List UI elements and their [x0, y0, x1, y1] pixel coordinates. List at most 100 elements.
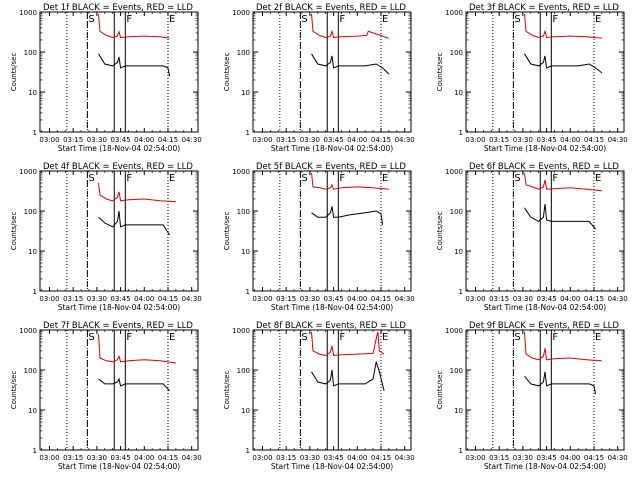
marker-e: E	[595, 14, 601, 25]
x-tick-label: 03:00	[252, 136, 272, 144]
y-tick-label: 1000	[445, 327, 463, 335]
x-axis-label: Start Time (18-Nov-04 02:54:00)	[484, 462, 606, 471]
x-tick-label: 03:30	[513, 454, 533, 462]
marker-s: S	[301, 173, 307, 184]
plot-frame	[39, 11, 199, 133]
y-tick-label: 100	[450, 367, 463, 375]
marker-s: S	[301, 332, 307, 343]
series-line-events	[524, 371, 597, 395]
x-tick-label: 03:00	[465, 295, 485, 303]
series-line-lld	[311, 172, 389, 190]
x-tick-label: 04:30	[182, 454, 202, 462]
marker-f: F	[126, 173, 132, 184]
x-axis-label: Start Time (18-Nov-04 02:54:00)	[484, 303, 606, 312]
x-tick-label: 04:00	[347, 454, 367, 462]
x-tick-label: 04:00	[134, 454, 154, 462]
y-axis-label: Counts/sec	[223, 371, 231, 410]
x-axis-label: Start Time (18-Nov-04 02:54:00)	[58, 144, 180, 153]
panel-title: Det 1f BLACK = Events, RED = LLD	[43, 3, 193, 13]
y-tick-label: 10	[28, 407, 37, 415]
y-tick-label: 1	[33, 129, 37, 137]
marker-s: S	[514, 14, 520, 25]
y-tick-label: 100	[450, 208, 463, 216]
x-tick-label: 04:00	[347, 136, 367, 144]
x-tick-label: 04:00	[560, 454, 580, 462]
y-tick-label: 1000	[232, 9, 250, 17]
chart-panel-9: Det 9f BLACK = Events, RED = LLD 1 10 100 10…	[436, 321, 628, 471]
x-tick-label: 03:15	[489, 136, 509, 144]
marker-f: F	[126, 332, 132, 343]
x-tick-label: 04:30	[395, 295, 415, 303]
y-tick-label: 100	[237, 49, 250, 57]
marker-s: S	[88, 173, 94, 184]
y-tick-label: 1	[33, 288, 37, 296]
chart-panel-3: Det 3f BLACK = Events, RED = LLD 1 10 100 10…	[436, 3, 628, 153]
panel-title: Det 4f BLACK = Events, RED = LLD	[43, 162, 193, 172]
y-axis-label: Counts/sec	[223, 53, 231, 92]
x-tick-label: 03:15	[489, 295, 509, 303]
y-tick-label: 10	[454, 248, 463, 256]
y-axis-label: Counts/sec	[10, 53, 18, 92]
panel-title: Det 7f BLACK = Events, RED = LLD	[43, 321, 193, 331]
x-axis-label: Start Time (18-Nov-04 02:54:00)	[58, 462, 180, 471]
y-tick-label: 1	[246, 447, 250, 455]
x-tick-label: 03:30	[513, 295, 533, 303]
x-tick-label: 03:00	[39, 454, 59, 462]
series-line-lld	[311, 331, 385, 357]
x-tick-label: 03:30	[87, 136, 107, 144]
x-tick-label: 03:00	[252, 295, 272, 303]
plot-frame	[252, 329, 412, 451]
marker-s: S	[514, 332, 520, 343]
x-tick-label: 03:00	[465, 136, 485, 144]
x-tick-label: 03:00	[465, 454, 485, 462]
chart-panel-5: Det 5f BLACK = Events, RED = LLD 1 10 100 10…	[223, 162, 415, 312]
x-tick-label: 04:15	[158, 454, 178, 462]
panel-title: Det 5f BLACK = Events, RED = LLD	[256, 162, 406, 172]
x-tick-label: 04:15	[371, 454, 391, 462]
x-tick-label: 04:00	[560, 136, 580, 144]
marker-f: F	[339, 332, 345, 343]
series-line-events	[311, 206, 384, 225]
x-tick-label: 04:30	[395, 136, 415, 144]
x-tick-label: 03:15	[489, 454, 509, 462]
y-axis-label: Counts/sec	[436, 53, 444, 92]
series-line-lld	[98, 182, 176, 203]
plot-frame	[39, 170, 199, 292]
x-tick-label: 04:00	[560, 295, 580, 303]
x-tick-label: 04:30	[395, 454, 415, 462]
y-axis-label: Counts/sec	[10, 371, 18, 410]
x-axis-label: Start Time (18-Nov-04 02:54:00)	[271, 462, 393, 471]
chart-panel-8: Det 8f BLACK = Events, RED = LLD 1 10 100 10…	[223, 321, 415, 471]
y-tick-label: 1000	[19, 9, 37, 17]
y-tick-label: 1	[459, 129, 463, 137]
series-line-lld	[524, 172, 602, 192]
y-tick-label: 10	[241, 89, 250, 97]
series-line-events	[98, 210, 171, 236]
x-tick-label: 04:15	[584, 136, 604, 144]
x-tick-label: 03:00	[39, 295, 59, 303]
x-tick-label: 03:00	[39, 136, 59, 144]
series-line-events	[98, 53, 171, 77]
marker-f: F	[552, 173, 558, 184]
series-line-lld	[98, 333, 176, 364]
x-tick-label: 03:30	[87, 295, 107, 303]
y-tick-label: 10	[28, 89, 37, 97]
x-tick-label: 03:45	[323, 136, 343, 144]
x-axis-label: Start Time (18-Nov-04 02:54:00)	[58, 303, 180, 312]
x-tick-label: 03:00	[252, 454, 272, 462]
marker-f: F	[339, 173, 345, 184]
x-tick-label: 03:15	[276, 295, 296, 303]
series-line-lld	[524, 13, 602, 39]
marker-f: F	[126, 14, 132, 25]
x-tick-label: 03:45	[536, 454, 556, 462]
series-line-lld	[98, 13, 170, 39]
plot-frame	[465, 329, 625, 451]
x-tick-label: 03:15	[63, 295, 83, 303]
y-tick-label: 1	[459, 288, 463, 296]
x-tick-label: 03:45	[110, 454, 130, 462]
x-tick-label: 03:45	[323, 295, 343, 303]
x-tick-label: 04:30	[608, 136, 628, 144]
marker-e: E	[169, 332, 175, 343]
x-tick-label: 04:30	[182, 295, 202, 303]
